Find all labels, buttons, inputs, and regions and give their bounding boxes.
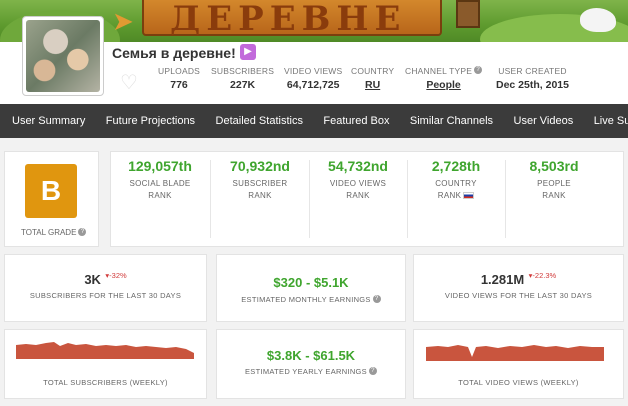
stat-channel-type: CHANNEL TYPE? People — [405, 66, 483, 91]
stat-country: COUNTRY RU — [351, 66, 395, 91]
subs-30-card: 3K ▾-32% SUBSCRIBERS FOR THE LAST 30 DAY… — [4, 254, 207, 322]
nav-detailed-statistics[interactable]: Detailed Statistics — [215, 115, 303, 127]
subs-weekly-card: TOTAL SUBSCRIBERS (WEEKLY) — [4, 329, 207, 399]
grade-badge: B — [25, 164, 77, 218]
help-icon[interactable]: ? — [78, 228, 87, 236]
stat-user-created: USER CREATED Dec 25th, 2015 — [496, 66, 569, 91]
rank-country: 2,728th COUNTRY RANK — [431, 158, 481, 200]
favorite-heart-icon[interactable]: ♡ — [120, 72, 138, 94]
grade-card: B TOTAL GRADE? — [4, 151, 99, 247]
banner-sign — [142, 0, 442, 36]
help-icon[interactable]: ? — [372, 295, 381, 303]
views-weekly-card: TOTAL VIDEO VIEWS (WEEKLY) — [413, 329, 624, 399]
avatar[interactable] — [22, 16, 104, 96]
views-30-delta: ▾-22.3% — [528, 271, 557, 280]
birdhouse-icon — [456, 0, 480, 28]
subs-weekly-label: TOTAL SUBSCRIBERS (WEEKLY) — [43, 378, 168, 387]
rank-people: 8,503rd PEOPLE RANK — [529, 158, 579, 200]
grade-label: TOTAL GRADE? — [21, 228, 87, 237]
nav-similar-channels[interactable]: Similar Channels — [409, 115, 494, 127]
help-icon[interactable]: ? — [368, 367, 377, 375]
nav-user-videos[interactable]: User Videos — [513, 115, 574, 127]
channel-type-link[interactable]: People — [426, 79, 461, 91]
nav-live-subscriber-count[interactable]: Live Subscriber Count — [593, 115, 628, 127]
banner-arrow-icon: ➤ — [112, 6, 134, 36]
subs-weekly-sparkline — [16, 342, 194, 359]
stat-uploads: UPLOADS 776 — [158, 66, 201, 91]
help-icon[interactable]: ? — [474, 66, 483, 74]
youtube-creator-icon[interactable]: ▶ — [240, 44, 256, 60]
subs-30-value: 3K — [84, 272, 101, 287]
views-30-label: VIDEO VIEWS FOR THE LAST 30 DAYS — [444, 291, 593, 300]
views-weekly-sparkline — [426, 345, 604, 361]
russia-flag-icon — [463, 192, 475, 200]
subs-30-label: SUBSCRIBERS FOR THE LAST 30 DAYS — [29, 291, 182, 300]
channel-banner: ➤ ДЕРЕВНЕ — [0, 0, 628, 42]
subs-30-delta: ▾-32% — [105, 271, 127, 280]
country-link[interactable]: RU — [365, 79, 381, 91]
nav-featured-box[interactable]: Featured Box — [323, 115, 390, 127]
rank-subscriber: 70,932nd SUBSCRIBER RANK — [230, 158, 290, 200]
nav-user-summary[interactable]: User Summary — [12, 115, 86, 127]
monthly-earnings-value: $320 - $5.1K — [273, 275, 349, 290]
rank-social-blade: 129,057th SOCIAL BLADE RANK — [128, 158, 192, 200]
main-nav: User Summary Future Projections Detailed… — [0, 104, 628, 138]
goose-icon — [580, 8, 616, 32]
yearly-earnings-value: $3.8K - $61.5K — [266, 348, 356, 363]
yearly-earnings-label: ESTIMATED YEARLY EARNINGS? — [217, 367, 405, 376]
monthly-earnings-card: $320 - $5.1K ESTIMATED MONTHLY EARNINGS? — [216, 254, 406, 322]
yearly-earnings-card: $3.8K - $61.5K ESTIMATED YEARLY EARNINGS… — [216, 329, 406, 399]
views-30-value: 1.281M — [480, 272, 525, 287]
banner-sign-text: ДЕРЕВНЕ — [170, 0, 407, 39]
monthly-earnings-label: ESTIMATED MONTHLY EARNINGS? — [217, 295, 405, 304]
channel-name: Семья в деревне! — [112, 45, 236, 61]
stat-video-views: VIDEO VIEWS 64,712,725 — [284, 66, 343, 91]
ranks-card — [110, 151, 624, 247]
views-30-card: 1.281M ▾-22.3% VIDEO VIEWS FOR THE LAST … — [413, 254, 624, 322]
nav-future-projections[interactable]: Future Projections — [105, 115, 196, 127]
stat-subscribers: SUBSCRIBERS 227K — [211, 66, 275, 91]
channel-header — [0, 42, 628, 104]
views-weekly-label: TOTAL VIDEO VIEWS (WEEKLY) — [458, 378, 579, 387]
rank-video-views: 54,732nd VIDEO VIEWS RANK — [328, 158, 388, 200]
